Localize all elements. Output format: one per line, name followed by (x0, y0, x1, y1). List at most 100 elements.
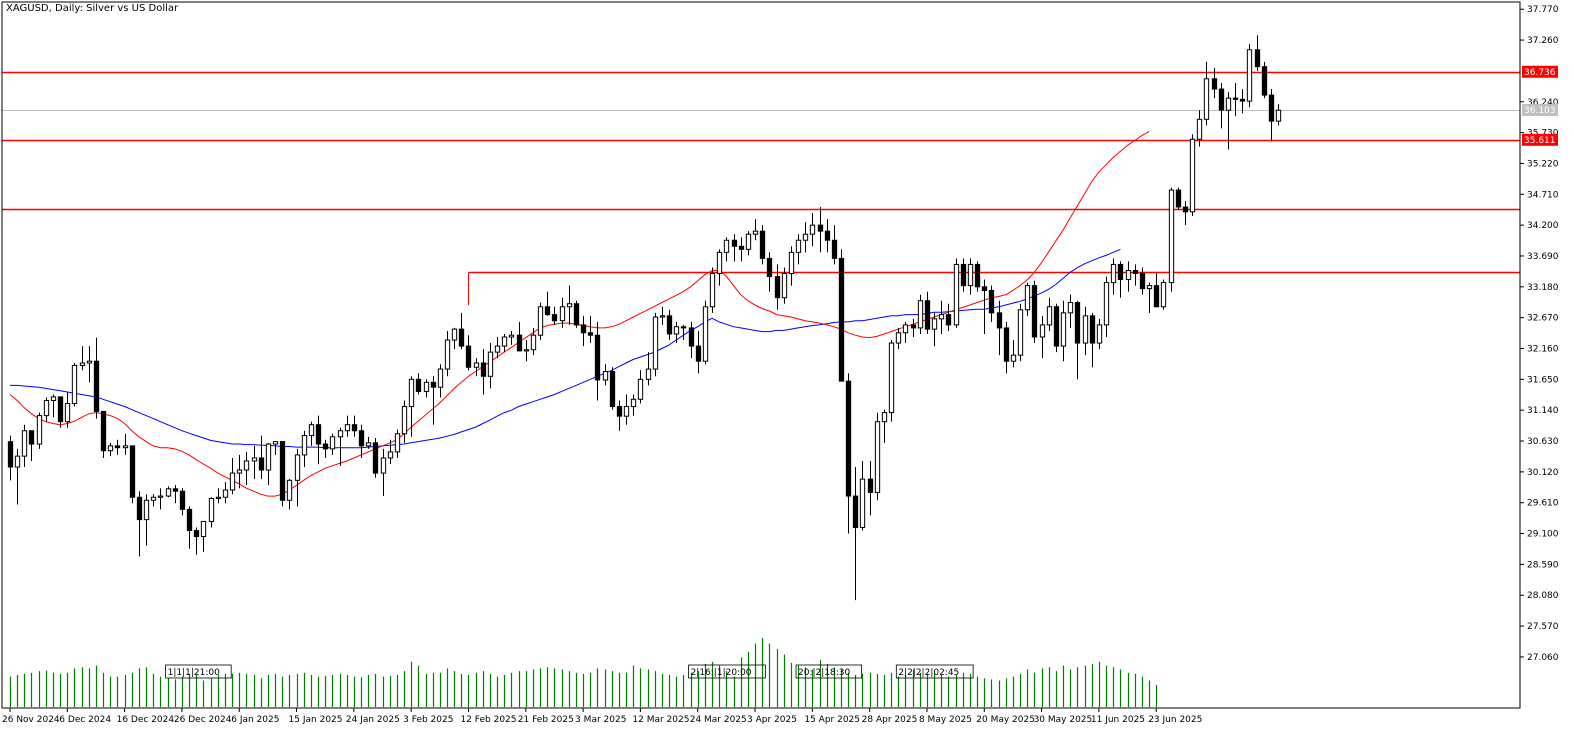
candle-body (50, 396, 57, 402)
candle-body (731, 239, 738, 247)
level-price-tag (1522, 65, 1558, 78)
candle (802, 222, 809, 253)
session-label: 2|2|2|2|02:45 (898, 668, 959, 678)
candle-body (1175, 189, 1182, 208)
candle (1254, 35, 1261, 71)
candle (1211, 67, 1218, 99)
candle-body (501, 336, 508, 347)
candle-body (1153, 285, 1160, 308)
session-label-box (688, 664, 766, 679)
candle-body (580, 324, 587, 334)
candle-body (1067, 302, 1074, 314)
price-tick-label: 37.770 (1527, 5, 1559, 15)
candle-body (114, 445, 121, 449)
candle (945, 303, 952, 331)
candle (71, 363, 78, 407)
candle (372, 437, 379, 478)
candle-body (43, 400, 50, 417)
candle-body (1268, 94, 1275, 122)
candle-body (337, 430, 344, 438)
candle (473, 358, 480, 377)
candle (645, 352, 652, 386)
candle-body (809, 224, 816, 235)
candle-body (752, 230, 759, 235)
candle (831, 225, 838, 265)
candle-body (508, 334, 515, 338)
candle-body (272, 441, 279, 445)
candle (193, 527, 200, 555)
candle (602, 364, 609, 386)
candle (1003, 321, 1010, 374)
candle-body (652, 316, 659, 370)
candle (680, 324, 687, 341)
candle (888, 340, 895, 422)
session-label-box (795, 664, 863, 679)
candle-body (1239, 98, 1246, 102)
candle-body (910, 324, 917, 329)
candle-body (322, 443, 329, 450)
candle-body (179, 490, 186, 510)
session-label: 2|16:|1|20:00 (691, 668, 752, 678)
price-tick-label: 30.630 (1527, 437, 1559, 447)
time-axis[interactable]: 26 Nov 2024 6 Dec 2024 16 Dec 2024 26 Dec 2… (2, 708, 1202, 725)
level-price-tag (1522, 133, 1558, 146)
candle-body (945, 314, 952, 326)
candle (688, 321, 695, 359)
candle-body (688, 327, 695, 347)
candle (222, 482, 229, 504)
candle (458, 312, 465, 350)
candle (1053, 303, 1060, 353)
candle (43, 397, 50, 422)
time-tick-label: 3 Feb 2025 (403, 715, 453, 725)
time-tick-label: 23 Jun 2025 (1148, 715, 1202, 725)
candle-body (365, 442, 372, 447)
candle-body (157, 495, 164, 498)
time-tick-label: 6 Dec 2024 (59, 715, 111, 725)
candle (444, 330, 451, 377)
candle (1261, 61, 1268, 99)
candle (931, 312, 938, 347)
candle-body (795, 239, 802, 253)
candle-body (594, 334, 601, 381)
candle (129, 445, 136, 504)
candle-body (838, 257, 845, 382)
candle-body (236, 469, 243, 474)
candle-body (831, 239, 838, 259)
candle-body (186, 508, 193, 532)
candle-body (1168, 189, 1175, 284)
time-tick-label: 20 May 2025 (976, 715, 1035, 725)
candle (1225, 92, 1232, 150)
candle (788, 246, 795, 286)
price-tick-label: 31.650 (1527, 375, 1559, 385)
price-tick-label: 28.590 (1527, 560, 1559, 570)
candle-body (1117, 263, 1124, 281)
candle (236, 454, 243, 489)
candle (272, 441, 279, 455)
time-tick-label: 3 Apr 2025 (747, 715, 797, 725)
candle (702, 300, 709, 365)
candle-body (57, 396, 64, 423)
candle-body (566, 303, 573, 308)
time-tick-label: 26 Dec 2024 (174, 715, 232, 725)
candle (7, 435, 14, 481)
candle-body (1039, 324, 1046, 338)
candle-body (666, 315, 673, 335)
candle (1132, 264, 1139, 286)
candle-body (215, 496, 222, 499)
candle (430, 376, 437, 425)
candle-body (874, 421, 881, 493)
candle-body (107, 445, 114, 452)
candle-body (960, 263, 967, 287)
candle-body (1182, 206, 1189, 213)
price-axis[interactable]: 37.770 37.260 36.240 35.730 35.220 34.710 34.2… (1520, 5, 1559, 663)
candle (114, 439, 121, 455)
candle-body (745, 233, 752, 250)
time-tick-label: 26 Nov 2024 (2, 715, 60, 725)
candle (136, 491, 143, 557)
candle-body (630, 398, 637, 408)
candle-body (380, 457, 387, 474)
candle-body (1046, 306, 1053, 326)
time-tick-label: 11 Jun 2025 (1091, 715, 1145, 725)
price-tag-label: 36.103 (1524, 106, 1556, 116)
